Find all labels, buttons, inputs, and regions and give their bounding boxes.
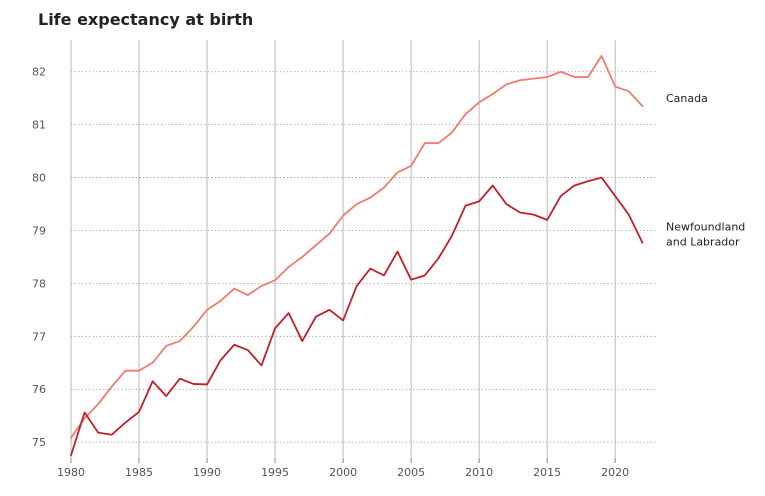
x-tick-label: 1985: [125, 466, 153, 479]
x-tick-label: 1990: [193, 466, 221, 479]
series-line-canada: [70, 54, 644, 439]
x-tick-label: 2005: [397, 466, 425, 479]
x-tick-label: 2010: [465, 466, 493, 479]
series-lines: [70, 54, 644, 457]
y-tick-label: 76: [32, 383, 46, 396]
y-tick-label: 77: [32, 330, 46, 343]
series-label-newfoundland-and-labrador: Newfoundland and Labrador: [666, 221, 745, 249]
x-tick-label: 1980: [57, 466, 85, 479]
axis-tick-labels: 75 76 77 78 79 80 81 82 1980 1985 1990 1995 2000 2005…: [32, 66, 629, 479]
x-tick-label: 1995: [261, 466, 289, 479]
y-tick-label: 78: [32, 277, 46, 290]
grid-lines: [70, 40, 656, 463]
series-line-newfoundland-and-labrador: [70, 176, 644, 457]
y-tick-label: 79: [32, 224, 46, 237]
x-tick-label: 2020: [601, 466, 629, 479]
series-label-canada: Canada: [666, 92, 708, 105]
y-tick-label: 75: [32, 436, 46, 449]
y-tick-label: 81: [32, 119, 46, 132]
series-labels: Canada Newfoundland and Labrador: [666, 92, 745, 249]
x-tick-label: 2000: [329, 466, 357, 479]
y-tick-label: 80: [32, 172, 46, 185]
x-tick-label: 2015: [533, 466, 561, 479]
chart-title: Life expectancy at birth: [38, 10, 254, 29]
y-tick-label: 82: [32, 66, 46, 79]
